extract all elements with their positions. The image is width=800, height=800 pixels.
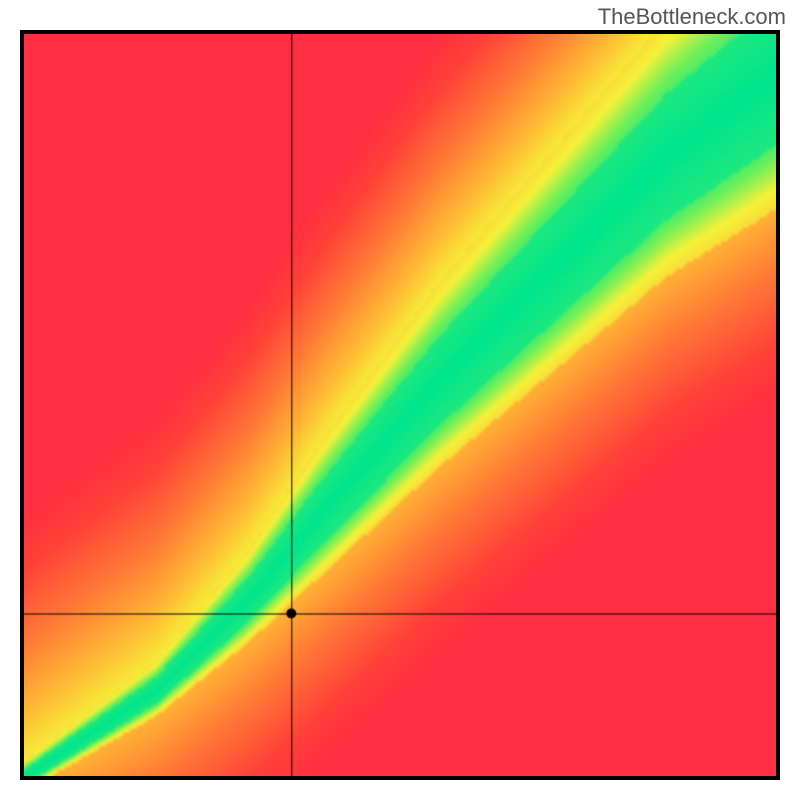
heatmap-canvas	[20, 30, 780, 780]
watermark-text: TheBottleneck.com	[598, 4, 786, 30]
heatmap-plot	[20, 30, 780, 780]
chart-container: TheBottleneck.com	[0, 0, 800, 800]
